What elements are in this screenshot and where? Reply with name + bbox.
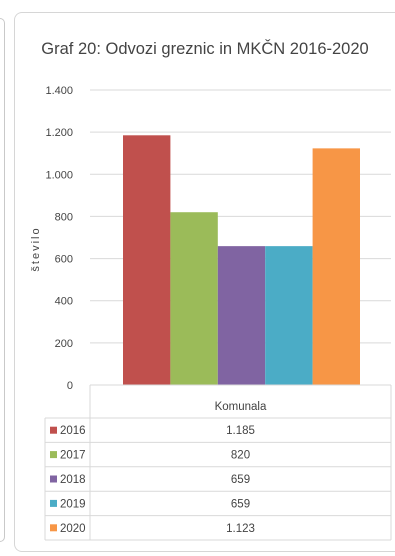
series-name: 2017: [60, 450, 86, 462]
legend-key-2020: [50, 524, 57, 532]
y-tick-label: 1.200: [45, 127, 73, 139]
data-table: Komunala 2016 1.185 2017 820 2018 659 2019 659 20…: [44, 384, 392, 541]
data-value-label: 659: [231, 498, 250, 510]
bar-2020: [312, 148, 360, 385]
previous-panel-edge: [0, 18, 5, 542]
data-value-label: 820: [231, 450, 250, 462]
y-tick-label: 1.000: [45, 169, 73, 181]
bar-2018: [217, 246, 266, 385]
y-tick-label: 0: [67, 380, 73, 392]
data-value-label: 1.123: [226, 523, 255, 535]
y-tick-label: 400: [55, 296, 73, 308]
y-axis-ticks: 0 200 400 600 800 1.000 1.200 1.400: [45, 85, 73, 392]
chart-title: Graf 20: Odvozi greznic in MKČN 2016-202…: [41, 39, 368, 58]
y-tick-label: 600: [55, 254, 73, 266]
series-name: 2019: [60, 498, 86, 510]
bar-2017: [170, 212, 218, 385]
series-name: 2016: [60, 425, 86, 437]
series-name: 2018: [60, 474, 86, 486]
data-value-label: 659: [231, 474, 250, 486]
bar-chart: Graf 20: Odvozi greznic in MKČN 2016-202…: [30, 39, 392, 541]
bars: [123, 135, 360, 385]
legend-key-2016: [50, 426, 57, 434]
y-tick-label: 800: [55, 211, 73, 223]
bar-2019: [265, 246, 313, 385]
legend-key-2018: [50, 475, 57, 483]
y-axis-label: število: [30, 226, 42, 271]
y-tick-label: 1.400: [45, 85, 73, 97]
data-value-label: 1.185: [226, 425, 255, 437]
bar-2016: [123, 135, 171, 385]
y-tick-label: 200: [55, 338, 73, 350]
legend-key-2019: [50, 499, 57, 507]
series-name: 2020: [60, 523, 86, 535]
legend-key-2017: [50, 451, 57, 459]
x-category-label: Komunala: [215, 401, 267, 413]
chart-panel: Graf 20: Odvozi greznic in MKČN 2016-202…: [14, 12, 395, 552]
